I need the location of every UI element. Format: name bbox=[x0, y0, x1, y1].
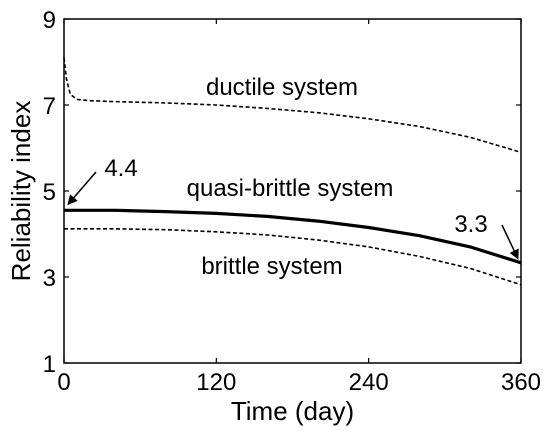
end-value-annotation: 3.3 bbox=[454, 211, 487, 238]
y-tick-label: 3 bbox=[43, 265, 56, 292]
y-tick-label: 7 bbox=[43, 93, 56, 120]
series-line-2 bbox=[64, 228, 522, 286]
y-tick-label: 5 bbox=[43, 179, 56, 206]
start-value-annotation: 4.4 bbox=[104, 155, 137, 182]
ductile-series-label: ductile system bbox=[206, 74, 358, 101]
start-value-arrow bbox=[67, 171, 97, 206]
x-tick-label: 360 bbox=[501, 369, 541, 396]
series-layer bbox=[63, 57, 522, 286]
series-line-1 bbox=[64, 208, 522, 265]
series-line-0 bbox=[63, 57, 522, 154]
quasi-brittle-series-label: quasi-brittle system bbox=[187, 175, 394, 202]
x-tick-label: 240 bbox=[349, 369, 389, 396]
end-value-arrow bbox=[501, 224, 519, 260]
y-tick-label: 1 bbox=[43, 351, 56, 378]
x-tick-label: 0 bbox=[57, 369, 70, 396]
x-tick-label: 120 bbox=[196, 369, 236, 396]
brittle-series-label: brittle system bbox=[201, 253, 342, 280]
y-tick-label: 9 bbox=[43, 7, 56, 34]
axis-ticks: 0 120 240 360 1 3 5 7 9 bbox=[43, 7, 541, 396]
x-axis-label: Time (day) bbox=[231, 396, 354, 426]
y-axis-label: Reliability index bbox=[6, 101, 36, 282]
